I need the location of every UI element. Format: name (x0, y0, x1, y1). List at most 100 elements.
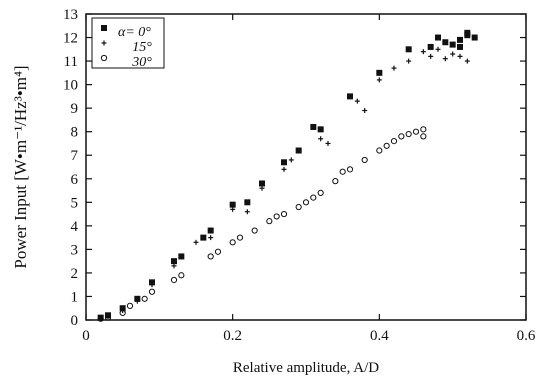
data-point-circle (310, 194, 317, 201)
y-tick-label: 6 (71, 172, 79, 188)
data-point-plus (193, 239, 199, 245)
series (97, 29, 478, 321)
data-point-plus (230, 206, 236, 212)
data-point-circle (207, 253, 214, 260)
data-point-circle (214, 248, 222, 255)
data-point-square (435, 34, 441, 41)
data-point-square (457, 36, 463, 43)
data-point-plus (464, 58, 470, 64)
data-point-plus (325, 140, 331, 146)
data-point-circle (390, 138, 398, 145)
data-point-circle (383, 142, 390, 149)
data-point-square (229, 201, 236, 208)
y-tick-label: 11 (64, 54, 78, 70)
y-tick-label: 10 (63, 78, 78, 94)
data-point-circle (148, 288, 156, 295)
data-point-square (457, 43, 463, 50)
data-point-square (207, 227, 214, 234)
y-tick-label: 1 (71, 289, 79, 305)
x-tick-label: 0.4 (370, 328, 389, 344)
data-point-circle (376, 147, 383, 154)
data-point-square (317, 126, 324, 133)
y-axis-title: Power Input [W•m⁻¹/Hz³•m⁴] (11, 65, 30, 268)
y-tick-label: 2 (71, 266, 79, 282)
data-points (97, 29, 478, 322)
data-point-square (471, 34, 478, 41)
legend-label: α= 0° (118, 25, 151, 40)
data-point-circle (361, 156, 368, 164)
data-point-square (405, 46, 412, 53)
data-point-square (442, 39, 449, 46)
x-tick-label: 0.2 (223, 328, 242, 344)
data-point-circle (170, 276, 178, 284)
data-point-circle (420, 133, 427, 140)
y-tick-label: 12 (63, 31, 78, 47)
data-point-circle (97, 315, 104, 322)
y-tick-label: 8 (71, 125, 79, 141)
data-point-square (101, 25, 107, 31)
data-point-square (376, 69, 383, 76)
data-point-circle (412, 128, 420, 135)
data-point-square (295, 147, 302, 154)
data-point-circle (405, 130, 412, 138)
data-point-plus (288, 157, 294, 163)
y-tick-label: 9 (71, 101, 79, 117)
data-point-square (449, 41, 456, 48)
legend-label: 15° (132, 40, 152, 55)
data-point-plus (420, 49, 426, 55)
data-point-circle (302, 199, 310, 206)
data-point-circle (332, 178, 339, 185)
legend-label: 30° (131, 55, 152, 70)
x-tick-label: 0 (82, 328, 90, 344)
data-point-plus (98, 316, 104, 322)
y-tick-label: 7 (71, 148, 79, 164)
data-point-plus (442, 56, 448, 62)
y-tick-label: 13 (63, 7, 78, 23)
data-point-plus (208, 235, 214, 241)
y-tick-label: 0 (71, 313, 79, 329)
legend: α= 0°15°30° (91, 17, 165, 70)
data-point-plus (376, 77, 382, 83)
data-point-plus (281, 166, 287, 172)
data-point-circle (119, 309, 126, 317)
series (97, 126, 427, 322)
data-point-plus (259, 185, 265, 191)
data-point-plus (428, 53, 434, 59)
data-point-circle (236, 234, 244, 241)
data-point-circle (339, 168, 346, 175)
y-tick-label: 3 (71, 242, 79, 258)
data-point-square (200, 234, 207, 241)
data-point-circle (178, 272, 185, 279)
plot-frame (85, 13, 527, 321)
data-point-plus (457, 53, 463, 59)
data-point-plus (101, 40, 107, 46)
x-axis-title: Relative amplitude, A/D (233, 360, 379, 376)
data-point-circle (251, 227, 258, 234)
data-point-plus (406, 58, 412, 64)
data-point-circle (317, 189, 324, 196)
data-point-circle (141, 295, 148, 302)
x-tick-label: 0.6 (517, 328, 536, 344)
data-point-circle (420, 126, 427, 133)
data-point-square (427, 43, 434, 50)
data-point-plus (391, 65, 397, 71)
data-point-square (178, 253, 185, 260)
data-point-circle (104, 314, 112, 321)
data-point-plus (318, 136, 324, 142)
data-point-square (281, 159, 287, 166)
data-point-plus (134, 298, 140, 304)
data-point-plus (149, 282, 155, 288)
data-point-plus (362, 108, 368, 114)
data-point-square (244, 199, 251, 206)
data-point-square (259, 180, 265, 187)
data-point-circle (295, 203, 302, 211)
data-point-plus (244, 209, 250, 215)
data-point-square (464, 29, 471, 36)
data-point-circle (273, 213, 280, 220)
data-point-plus (435, 46, 441, 52)
data-point-circle (346, 166, 354, 173)
data-point-plus (171, 263, 177, 269)
data-point-circle (229, 239, 236, 246)
